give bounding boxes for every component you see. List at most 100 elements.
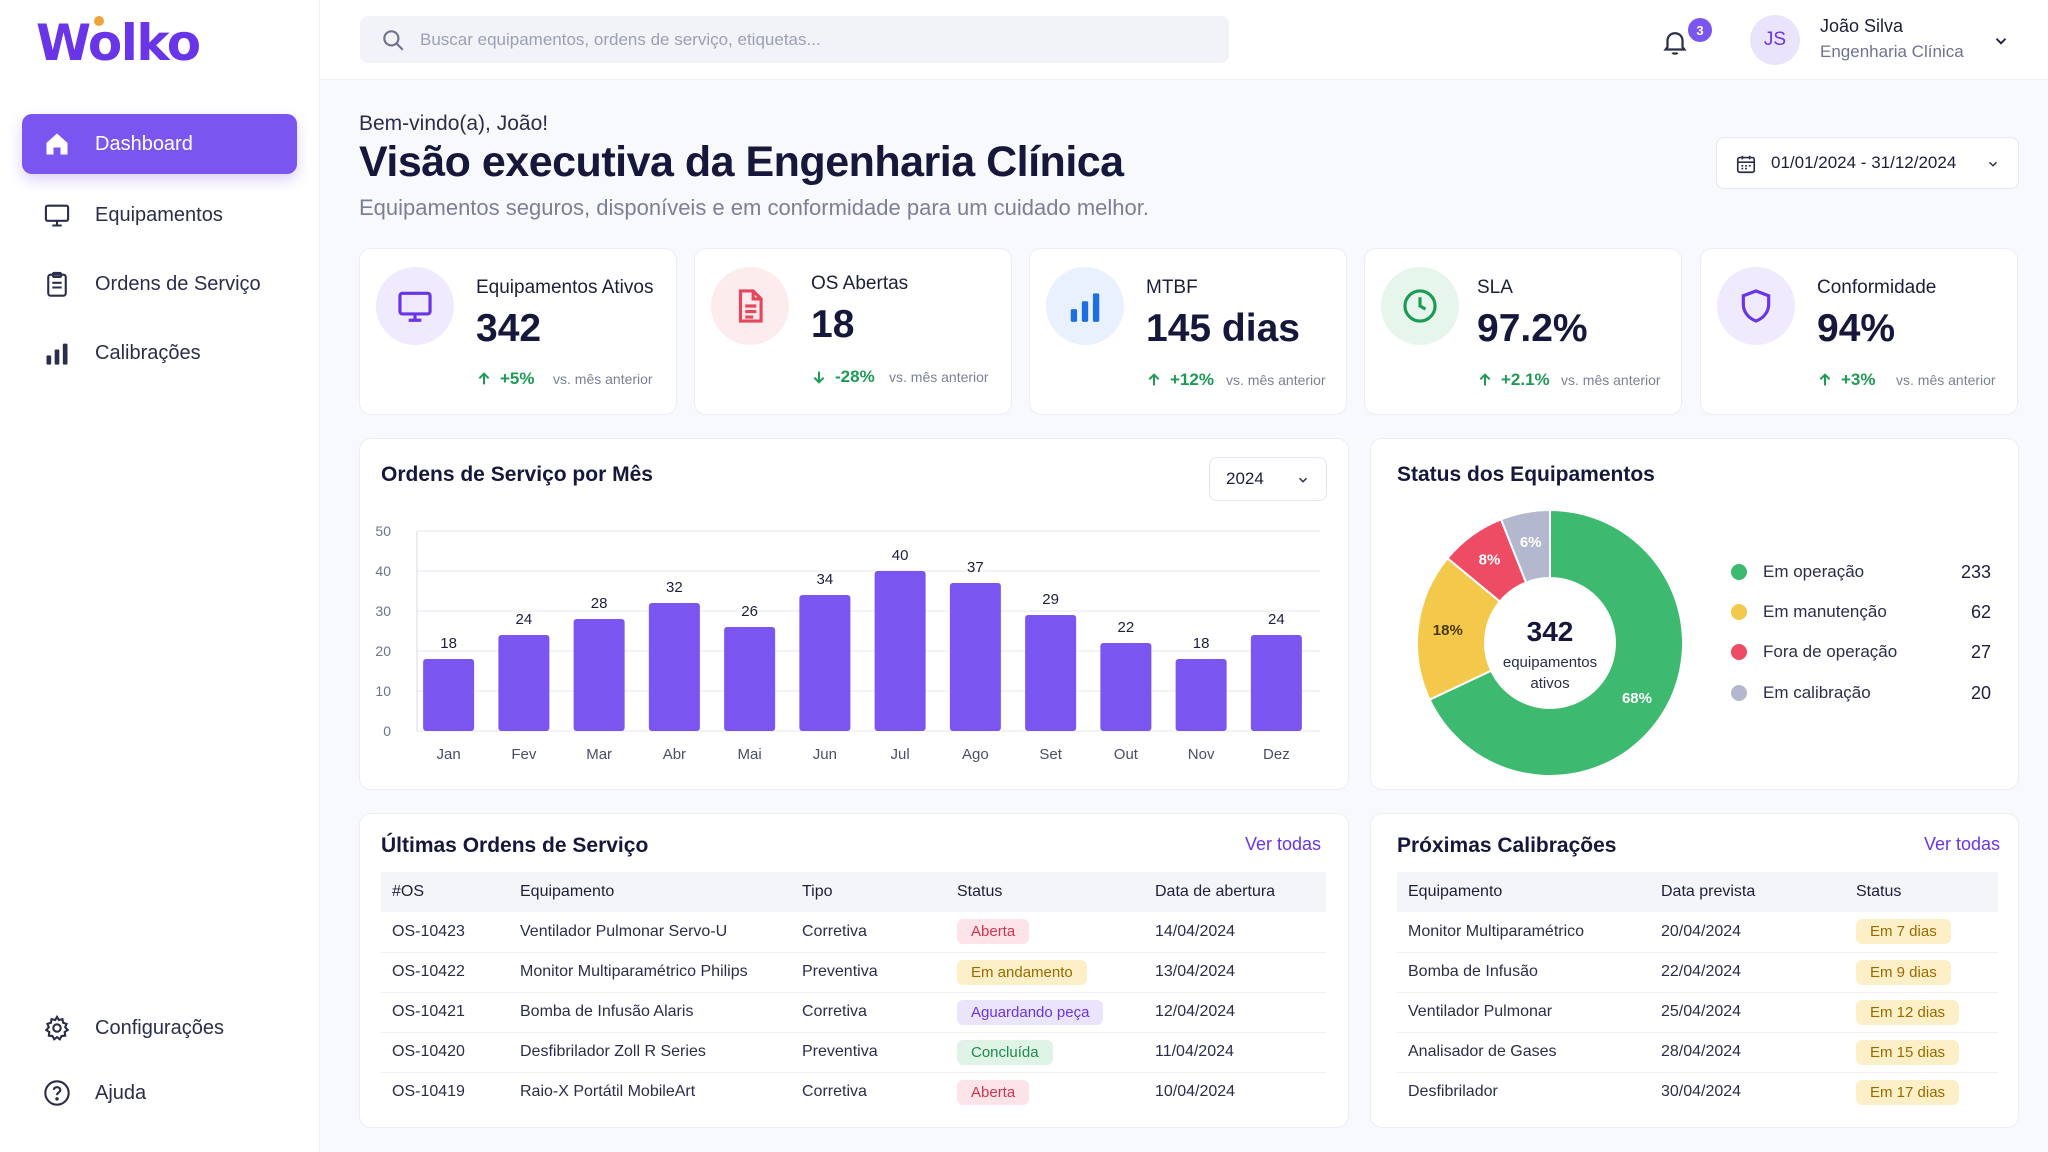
bar-fev[interactable]: [498, 635, 550, 731]
column-header: Status: [1845, 872, 1998, 912]
table-row[interactable]: OS-10423 Ventilador Pulmonar Servo-U Corre…: [381, 912, 1326, 953]
bar-value-label: 18: [440, 635, 457, 652]
table-row[interactable]: OS-10422 Monitor Multiparamétrico Philips…: [381, 952, 1326, 993]
donut-slice[interactable]: [1428, 508, 1684, 777]
y-tick-label: 30: [375, 603, 391, 619]
equipment-status-card: Status dos Equipamentos 68% 18% 8% 6% 342 equ…: [1370, 438, 2019, 790]
app-logo[interactable]: Wolko: [36, 14, 201, 72]
bar-jun[interactable]: [799, 595, 851, 731]
status-badge: Concluída: [957, 1039, 1053, 1065]
date-range-picker[interactable]: 01/01/2024 - 31/12/2024: [1716, 137, 2019, 189]
bar-abr[interactable]: [648, 603, 700, 731]
table-row[interactable]: Analisador de Gases 28/04/2024 Em 15 dias: [1397, 1032, 1998, 1073]
bar-nov[interactable]: [1175, 659, 1227, 731]
cell-type: Corretiva: [791, 992, 946, 1033]
bar-jul[interactable]: [874, 571, 926, 731]
status-cell: Em 7 dias: [1845, 912, 1998, 953]
cell-id: OS-10422: [381, 952, 509, 993]
bar-ago[interactable]: [949, 583, 1001, 731]
calibrations-view-all-link[interactable]: Ver todas: [1923, 834, 2000, 854]
kpi-card-os-abertas[interactable]: OS Abertas 18 -28% vs. mês anterior: [694, 248, 1012, 415]
kpi-card-sla[interactable]: SLA 97.2% +2.1% vs. mês anterior: [1364, 248, 1682, 415]
orders-view-all-link[interactable]: Ver todas: [1244, 834, 1321, 854]
x-tick-label: Abr: [663, 746, 686, 763]
status-cell: Aberta: [946, 1072, 1144, 1112]
column-header: #OS: [381, 872, 509, 912]
sidebar-item-ordens[interactable]: Ordens de Serviço: [22, 254, 297, 314]
status-badge: Em 7 dias: [1856, 919, 1951, 945]
bar-mar[interactable]: [573, 619, 625, 731]
status-badge: Aberta: [957, 919, 1030, 945]
cell-equipment: Desfibrilador: [1408, 1083, 1498, 1101]
legend-item[interactable]: Em calibração 20: [1731, 681, 1991, 705]
table-row[interactable]: OS-10421 Bomba de Infusão Alaris Corretiva…: [381, 992, 1326, 1033]
search-box: [360, 16, 1229, 63]
bar-set[interactable]: [1025, 615, 1077, 731]
bar-mai[interactable]: [724, 627, 776, 731]
search-input[interactable]: [420, 29, 1200, 50]
kpi-icon-bg: [1717, 267, 1795, 345]
kpi-compare: vs. mês anterior: [1896, 372, 1996, 388]
orders-bar-chart: 0 10 20 30 40 50 18 Jan 24 Fev 28 Mar 32 Abr 26 Mai 34 Ju…: [375, 523, 1320, 763]
kpi-delta: -28%: [811, 367, 875, 387]
chevron-down-icon[interactable]: [1992, 32, 2010, 50]
bar-out[interactable]: [1100, 643, 1152, 731]
legend-item[interactable]: Em manutenção 62: [1731, 600, 1991, 624]
sidebar-item-dashboard[interactable]: Dashboard: [22, 114, 297, 174]
bar-chart-icon: [42, 338, 72, 368]
table-row[interactable]: Monitor Multiparamétrico 20/04/2024 Em 7 d…: [1397, 912, 1998, 953]
donut-total-label: ativos: [1530, 675, 1569, 692]
user-role: Engenharia Clínica: [1820, 42, 1964, 61]
donut-slice[interactable]: [1499, 508, 1551, 584]
column-header: Equipamento: [509, 872, 791, 912]
cell-date: 13/04/2024: [1144, 952, 1326, 993]
chart-title: Ordens de Serviço por Mês: [381, 463, 653, 486]
kpi-card-mtbf[interactable]: MTBF 145 dias +12% vs. mês anterior: [1029, 248, 1347, 415]
kpi-delta: +3%: [1817, 370, 1876, 390]
legend-count: 233: [1960, 561, 1991, 582]
bar-value-label: 37: [967, 559, 984, 576]
cell-equipment: Ventilador Pulmonar: [1397, 992, 1650, 1033]
welcome-text: Bem-vindo(a), João!: [359, 112, 549, 135]
legend-item[interactable]: Fora de operação 27: [1731, 640, 1991, 664]
kpi-delta-value: +2.1%: [1501, 370, 1550, 389]
status-badge: Em 9 dias: [1856, 959, 1951, 985]
table-row[interactable]: Desfibrilador 30/04/2024 Em 17 dias: [1397, 1072, 1998, 1112]
sidebar-item-ajuda[interactable]: Ajuda: [22, 1063, 297, 1123]
sidebar-item-calibracoes[interactable]: Calibrações: [22, 323, 297, 383]
kpi-card-equipamentos[interactable]: Equipamentos Ativos 342 +5% vs. mês ante…: [359, 248, 677, 415]
table-row[interactable]: Ventilador Pulmonar 25/04/2024 Em 12 dias: [1397, 992, 1998, 1033]
sidebar-item-label: Dashboard: [95, 132, 193, 155]
avatar[interactable]: JS: [1750, 15, 1800, 65]
legend-label: Em operação: [1763, 562, 1865, 581]
home-icon: [42, 129, 72, 159]
sidebar-item-equipamentos[interactable]: Equipamentos: [22, 185, 297, 245]
legend-item[interactable]: Em operação 233: [1731, 560, 1991, 584]
bar-value-label: 24: [1268, 611, 1285, 628]
year-select[interactable]: 2024: [1209, 457, 1327, 501]
cell-date: 22/04/2024: [1650, 952, 1845, 993]
top-bar: 3 JS João Silva Engenharia Clínica: [320, 0, 2048, 80]
cell-equipment: Ventilador Pulmonar Servo-U: [509, 912, 791, 953]
status-badge: Em 17 dias: [1856, 1079, 1960, 1105]
sidebar-item-configuracoes[interactable]: Configurações: [22, 998, 297, 1058]
donut-slice[interactable]: [1416, 556, 1502, 701]
status-badge: Em 15 dias: [1856, 1039, 1960, 1065]
arrow-up-icon: [1148, 373, 1160, 386]
document-icon: [738, 289, 763, 323]
table-row[interactable]: OS-10419 Raio-X Portátil MobileArt Correti…: [381, 1072, 1326, 1112]
kpi-card-conformidade[interactable]: Conformidade 94% +3% vs. mês anterior: [1700, 248, 2018, 415]
kpi-value: 97.2%: [1477, 307, 1588, 350]
arrow-up-icon: [1479, 373, 1491, 386]
gear-icon: [42, 1013, 72, 1043]
bar-dez[interactable]: [1250, 635, 1302, 731]
status-badge: Aberta: [957, 1079, 1030, 1105]
status-badge: Aguardando peça: [957, 999, 1104, 1025]
bell-icon[interactable]: [1660, 26, 1690, 58]
bar-value-label: 40: [892, 547, 909, 564]
table-row[interactable]: Bomba de Infusão 22/04/2024 Em 9 dias: [1397, 952, 1998, 993]
table-row[interactable]: OS-10420 Desfibrilador Zoll R Series Preve…: [381, 1032, 1326, 1073]
legend-dot: [1731, 604, 1747, 620]
x-tick-label: Jan: [437, 746, 461, 763]
bar-jan[interactable]: [423, 659, 475, 731]
